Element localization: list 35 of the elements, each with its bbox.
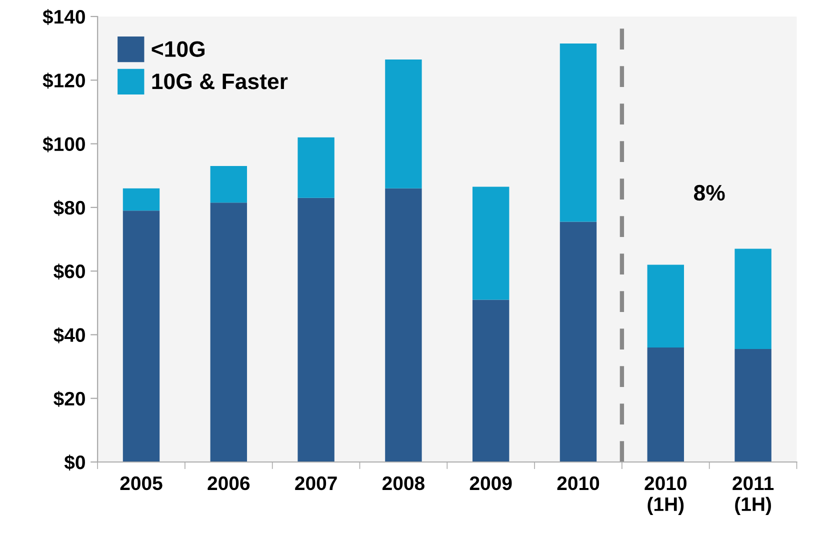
bar: [298, 198, 334, 462]
bar: [385, 59, 422, 188]
bar: [210, 202, 248, 462]
bar: [734, 349, 772, 462]
y-tick-label: $0: [64, 454, 85, 470]
x-tick-label: 2011 (1H): [732, 476, 774, 515]
bar: [122, 188, 160, 211]
x-tick-label: 2007: [295, 476, 337, 490]
x-tick-label: 2010: [557, 476, 600, 490]
y-tick-label: $80: [54, 200, 85, 216]
bar: [560, 222, 597, 462]
annotation: 8%: [694, 184, 725, 201]
bar: [472, 186, 510, 300]
y-tick-label: $40: [54, 327, 85, 344]
bar: [210, 166, 248, 203]
legend-label: 10G & Faster: [152, 74, 288, 90]
x-tick-label: 2010 (1H): [644, 476, 686, 515]
bar: [560, 44, 597, 222]
bar: [385, 188, 422, 462]
y-tick-label: $20: [54, 390, 85, 407]
legend-label: <10G: [152, 41, 204, 57]
x-tick-label: 2008: [382, 476, 424, 490]
x-tick-label: 2005: [120, 476, 162, 490]
x-tick-label: 2009: [470, 476, 512, 490]
bar: [647, 264, 684, 348]
y-tick-label: $60: [54, 264, 85, 280]
bar: [734, 248, 772, 350]
bar: [122, 210, 160, 462]
bar: [647, 347, 684, 462]
y-tick-label: $140: [42, 9, 85, 25]
x-tick-label: 2006: [208, 476, 250, 490]
bar: [298, 137, 334, 198]
y-tick-label: $120: [42, 72, 85, 89]
y-tick-label: $100: [42, 136, 85, 152]
bar: [472, 300, 510, 462]
